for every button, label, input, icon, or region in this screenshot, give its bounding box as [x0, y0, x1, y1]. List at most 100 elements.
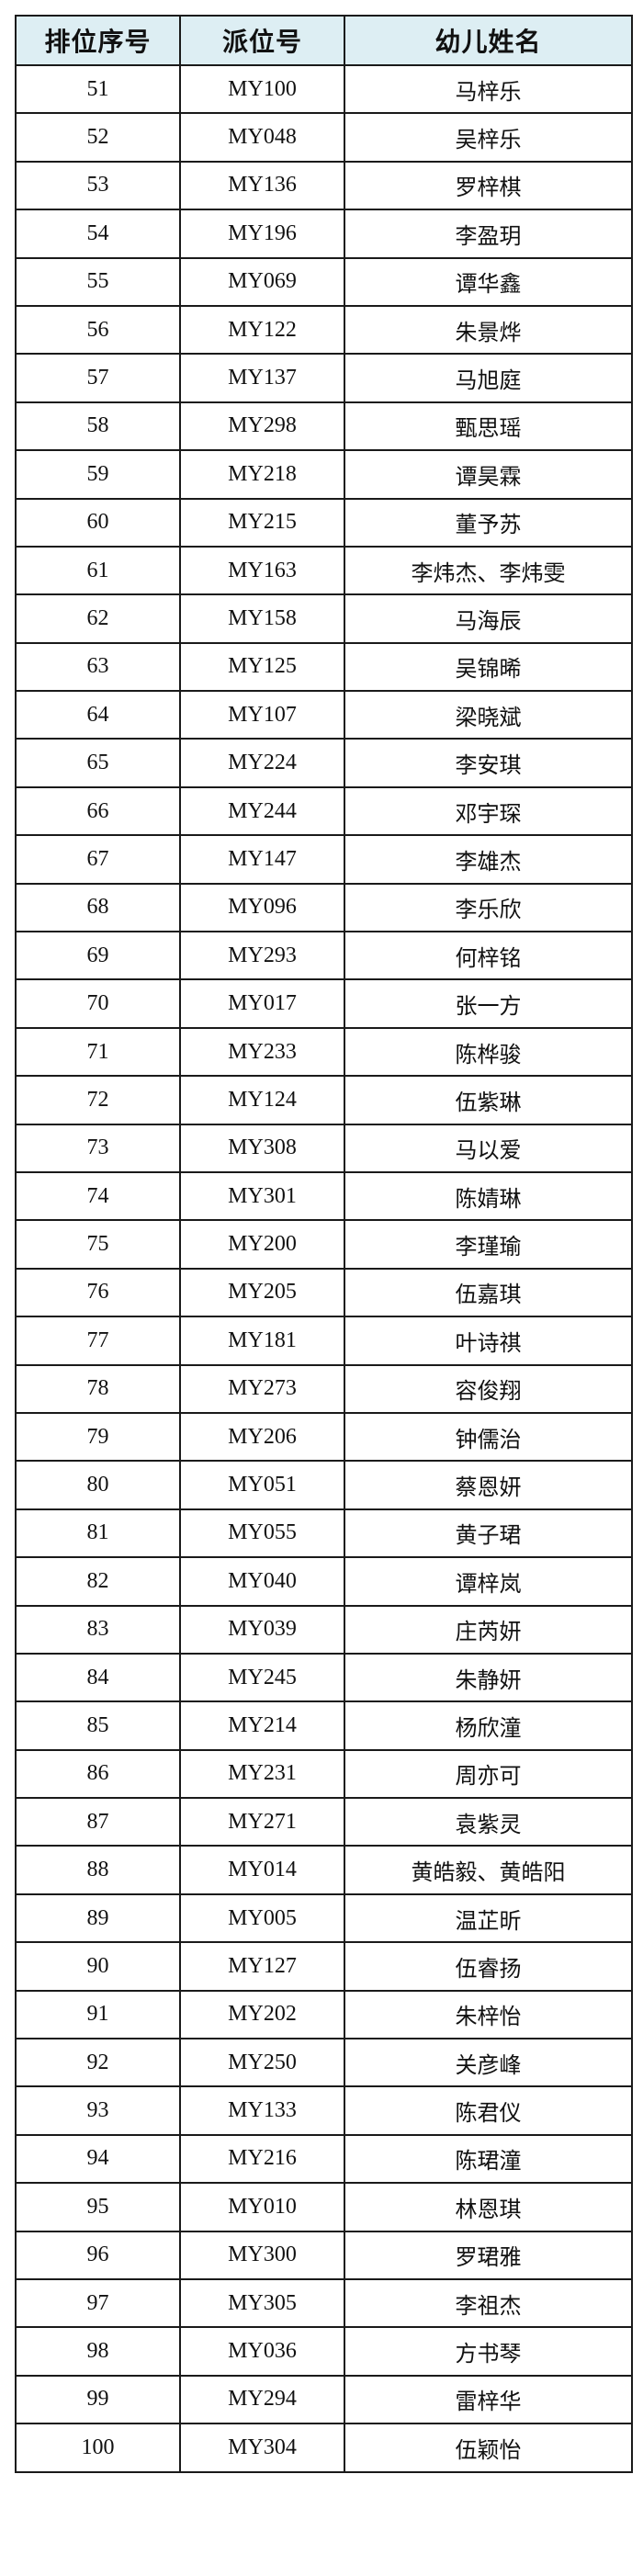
- child-name-cell: 李瑾瑜: [344, 1219, 633, 1270]
- rank-cell: 77: [15, 1316, 181, 1366]
- rank-cell: 56: [15, 304, 181, 356]
- rank-cell: 55: [15, 256, 181, 307]
- rank-cell: 74: [15, 1170, 181, 1222]
- lot-number-cell: MY196: [179, 209, 345, 259]
- table-row: 76 MY205 伍嘉琪: [15, 1267, 633, 1318]
- child-name-cell: 李祖杰: [344, 2277, 633, 2329]
- lot-number-cell: MY158: [179, 593, 345, 644]
- rank-cell: 95: [15, 2182, 181, 2232]
- child-name-cell: 李雄杰: [344, 834, 633, 885]
- child-name-cell: 周亦可: [344, 1748, 633, 1800]
- lot-number-cell: MY231: [179, 1748, 345, 1800]
- rank-cell: 87: [15, 1797, 181, 1847]
- table-row: 77 MY181 叶诗祺: [15, 1316, 633, 1366]
- table-row: 58 MY298 甄思瑶: [15, 401, 633, 452]
- rank-cell: 60: [15, 497, 181, 548]
- lot-number-cell: MY304: [179, 2423, 345, 2473]
- table-row: 64 MY107 梁晓斌: [15, 690, 633, 740]
- lot-number-cell: MY137: [179, 353, 345, 403]
- child-name-cell: 李盈玥: [344, 209, 633, 259]
- rank-cell: 58: [15, 401, 181, 452]
- table-row: 86 MY231 周亦可: [15, 1748, 633, 1800]
- child-name-cell: 罗梓棋: [344, 160, 633, 211]
- lot-number-cell: MY039: [179, 1604, 345, 1655]
- lot-number-cell: MY107: [179, 690, 345, 740]
- table-row: 84 MY245 朱静妍: [15, 1652, 633, 1703]
- table-row: 93 MY133 陈君仪: [15, 2085, 633, 2136]
- lot-number-cell: MY124: [179, 1075, 345, 1125]
- child-name-cell: 谭华鑫: [344, 256, 633, 307]
- table-row: 74 MY301 陈婧琳: [15, 1170, 633, 1222]
- rank-cell: 63: [15, 641, 181, 693]
- lot-number-cell: MY010: [179, 2182, 345, 2232]
- child-name-cell: 谭昊霖: [344, 449, 633, 500]
- child-name-cell: 伍紫琳: [344, 1075, 633, 1125]
- table-row: 79 MY206 钟儒治: [15, 1411, 633, 1463]
- lot-number-cell: MY181: [179, 1316, 345, 1366]
- lot-number-cell: MY051: [179, 1460, 345, 1510]
- child-name-cell: 袁紫灵: [344, 1797, 633, 1847]
- child-name-cell: 马旭庭: [344, 353, 633, 403]
- rank-cell: 88: [15, 1845, 181, 1895]
- table-row: 82 MY040 谭梓岚: [15, 1556, 633, 1607]
- child-name-cell: 朱静妍: [344, 1652, 633, 1703]
- lot-number-cell: MY301: [179, 1170, 345, 1222]
- rank-cell: 80: [15, 1460, 181, 1510]
- rank-cell: 98: [15, 2326, 181, 2377]
- lot-number-cell: MY214: [179, 1700, 345, 1751]
- child-name-cell: 陈桦骏: [344, 1026, 633, 1078]
- lot-number-cell: MY308: [179, 1123, 345, 1173]
- child-name-cell: 伍嘉琪: [344, 1267, 633, 1318]
- rank-cell: 53: [15, 160, 181, 211]
- table-row: 92 MY250 关彦峰: [15, 2038, 633, 2088]
- rank-cell: 71: [15, 1026, 181, 1078]
- table-row: 57 MY137 马旭庭: [15, 353, 633, 403]
- table-row: 68 MY096 李乐欣: [15, 882, 633, 933]
- table-row: 53 MY136 罗梓棋: [15, 160, 633, 211]
- lot-number-cell: MY215: [179, 497, 345, 548]
- child-name-cell: 温芷昕: [344, 1892, 633, 1944]
- rank-cell: 57: [15, 353, 181, 403]
- lot-number-cell: MY300: [179, 2230, 345, 2280]
- table-row: 81 MY055 黄子珺: [15, 1508, 633, 1559]
- table-row: 99 MY294 雷梓华: [15, 2374, 633, 2425]
- table-row: 90 MY127 伍睿扬: [15, 1941, 633, 1992]
- child-name-cell: 关彦峰: [344, 2038, 633, 2088]
- rank-cell: 89: [15, 1892, 181, 1944]
- rank-cell: 100: [15, 2423, 181, 2473]
- table-row: 56 MY122 朱景烨: [15, 304, 633, 356]
- child-name-cell: 庄芮妍: [344, 1604, 633, 1655]
- child-name-cell: 伍颖怡: [344, 2423, 633, 2473]
- rank-cell: 69: [15, 931, 181, 981]
- child-name-cell: 李乐欣: [344, 882, 633, 933]
- rank-cell: 65: [15, 738, 181, 788]
- lot-number-cell: MY202: [179, 1989, 345, 2040]
- table-row: 63 MY125 吴锦晞: [15, 641, 633, 693]
- rank-cell: 97: [15, 2277, 181, 2329]
- child-name-cell: 蔡恩妍: [344, 1460, 633, 1510]
- lot-number-cell: MY005: [179, 1892, 345, 1944]
- lot-number-cell: MY216: [179, 2133, 345, 2185]
- rank-cell: 52: [15, 112, 181, 163]
- lot-number-cell: MY245: [179, 1652, 345, 1703]
- table-row: 91 MY202 朱梓怡: [15, 1989, 633, 2040]
- table-row: 59 MY218 谭昊霖: [15, 449, 633, 500]
- header-lot-number: 派位号: [179, 15, 345, 66]
- rank-cell: 79: [15, 1411, 181, 1463]
- rank-cell: 66: [15, 785, 181, 837]
- lot-number-cell: MY055: [179, 1508, 345, 1559]
- lot-number-cell: MY294: [179, 2374, 345, 2425]
- table-row: 78 MY273 容俊翔: [15, 1363, 633, 1414]
- child-name-cell: 马梓乐: [344, 63, 633, 115]
- table-row: 85 MY214 杨欣潼: [15, 1700, 633, 1751]
- child-name-cell: 李炜杰、李炜雯: [344, 545, 633, 596]
- rank-cell: 86: [15, 1748, 181, 1800]
- child-name-cell: 梁晓斌: [344, 690, 633, 740]
- rank-cell: 73: [15, 1123, 181, 1173]
- child-name-cell: 陈婧琳: [344, 1170, 633, 1222]
- table-row: 70 MY017 张一方: [15, 978, 633, 1029]
- child-name-cell: 马海辰: [344, 593, 633, 644]
- lot-number-cell: MY133: [179, 2085, 345, 2136]
- child-name-cell: 朱梓怡: [344, 1989, 633, 2040]
- child-name-cell: 李安琪: [344, 738, 633, 788]
